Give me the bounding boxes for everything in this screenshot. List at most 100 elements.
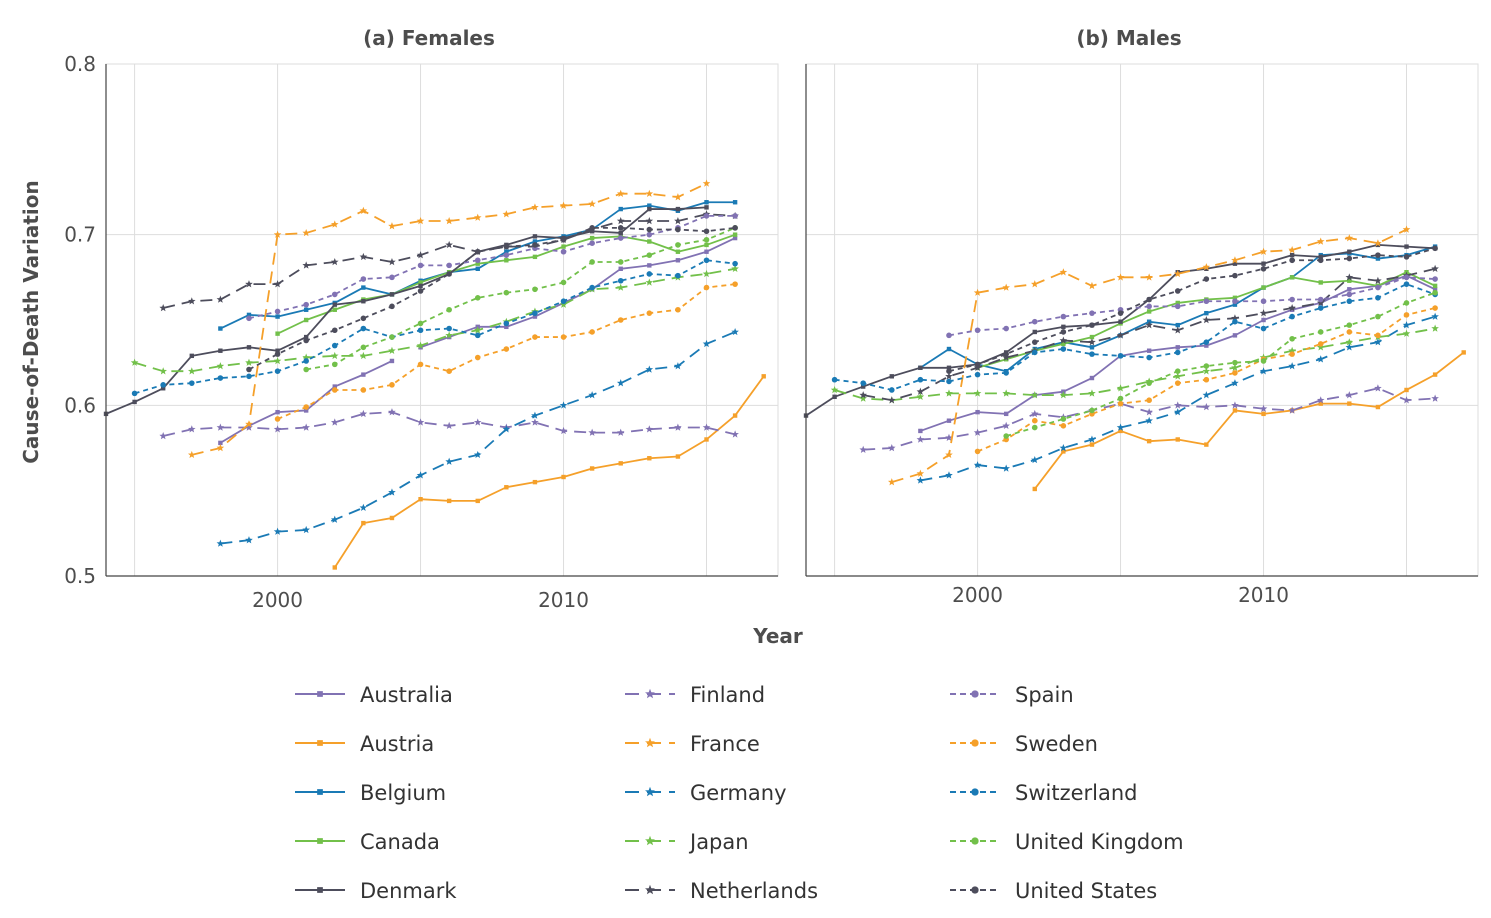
- data-point: [503, 252, 510, 258]
- data-point: [1116, 331, 1125, 339]
- data-point: [731, 327, 739, 336]
- data-point: [1204, 442, 1209, 447]
- data-point: [1117, 353, 1124, 359]
- data-point: [1202, 367, 1211, 375]
- data-point: [332, 565, 337, 570]
- data-point: [531, 411, 539, 419]
- panel-females: (a) Females 0.5 0.6 0.7 0.8 2000 2010: [64, 26, 779, 612]
- legend-marker: [645, 688, 655, 699]
- series-line: [334, 375, 765, 568]
- data-point: [616, 379, 625, 387]
- data-point: [132, 399, 137, 405]
- legend-item-finland: Finland: [625, 683, 765, 707]
- series-united-kingdom: [303, 225, 738, 373]
- data-point: [1375, 284, 1381, 291]
- data-point: [1003, 433, 1009, 439]
- legend-item-germany: Germany: [625, 781, 787, 805]
- data-point: [859, 445, 867, 453]
- data-point: [916, 476, 925, 484]
- data-point: [246, 366, 252, 373]
- data-point: [1202, 403, 1211, 411]
- data-point: [532, 286, 538, 293]
- data-point: [589, 235, 595, 241]
- data-point: [1259, 247, 1268, 255]
- data-point: [1347, 287, 1352, 292]
- data-point: [302, 261, 310, 269]
- data-point: [389, 515, 395, 521]
- series-united-kingdom: [1003, 289, 1438, 439]
- data-point: [975, 409, 980, 415]
- data-point: [1261, 317, 1266, 323]
- data-point: [675, 226, 681, 233]
- data-point: [388, 222, 396, 230]
- data-point: [589, 229, 595, 234]
- data-point: [475, 261, 480, 266]
- legend-item-canada: Canada: [295, 830, 440, 854]
- legend-marker: [645, 884, 655, 895]
- data-point: [1145, 408, 1153, 416]
- series-line: [834, 327, 1436, 402]
- data-point: [618, 230, 623, 236]
- data-point: [1061, 324, 1066, 330]
- series-line: [248, 226, 736, 371]
- data-point: [560, 248, 567, 255]
- data-point: [589, 329, 595, 335]
- series-united-states: [946, 245, 1438, 375]
- data-point: [732, 260, 738, 267]
- data-point: [1316, 237, 1325, 245]
- data-point: [531, 418, 539, 426]
- data-point: [531, 203, 539, 211]
- data-point: [360, 276, 367, 282]
- data-point: [1347, 401, 1352, 406]
- legend-item-netherlands: Netherlands: [625, 879, 818, 903]
- data-point: [560, 334, 567, 340]
- data-point: [675, 242, 681, 248]
- series-line: [834, 283, 1436, 391]
- series-united-states: [246, 225, 738, 373]
- data-point: [1404, 387, 1409, 393]
- data-point: [1403, 254, 1410, 260]
- data-point: [275, 331, 280, 336]
- data-point: [647, 206, 652, 212]
- series-line: [948, 247, 1436, 373]
- data-point: [1432, 283, 1438, 289]
- data-point: [1374, 338, 1382, 346]
- data-point: [504, 249, 509, 254]
- data-point: [1403, 281, 1410, 287]
- data-point: [1345, 338, 1354, 346]
- data-point: [617, 277, 624, 284]
- data-point: [245, 280, 253, 288]
- data-point: [446, 368, 452, 375]
- data-point: [860, 380, 866, 386]
- data-point: [1059, 268, 1068, 276]
- data-point: [1202, 263, 1211, 271]
- data-point: [303, 366, 309, 373]
- data-point: [1089, 442, 1095, 447]
- data-point: [417, 262, 424, 269]
- data-point: [1288, 406, 1296, 414]
- data-point: [1461, 350, 1466, 355]
- data-point: [359, 409, 368, 418]
- data-point: [1232, 359, 1238, 366]
- data-point: [330, 351, 339, 360]
- series-line: [277, 283, 736, 420]
- legend-marker: [317, 789, 323, 795]
- data-point: [160, 386, 166, 391]
- data-point: [1374, 384, 1382, 392]
- data-point: [473, 450, 482, 459]
- data-point: [1261, 285, 1266, 290]
- series-sweden: [274, 281, 738, 422]
- legend-label: Sweden: [1015, 732, 1098, 756]
- data-point: [216, 444, 225, 452]
- data-point: [216, 362, 225, 370]
- data-point: [616, 217, 625, 225]
- data-point: [1118, 428, 1123, 434]
- data-point: [416, 418, 425, 426]
- data-point: [1231, 363, 1239, 372]
- data-point: [417, 320, 424, 327]
- data-point: [645, 217, 654, 225]
- data-point: [1174, 303, 1181, 310]
- data-point: [1031, 349, 1038, 356]
- data-point: [246, 373, 252, 380]
- data-point: [532, 239, 538, 244]
